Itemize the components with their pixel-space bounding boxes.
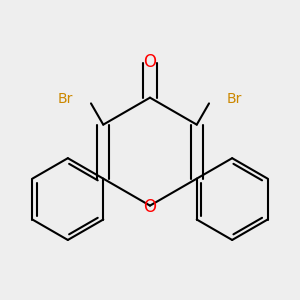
Text: Br: Br: [227, 92, 242, 106]
Text: O: O: [143, 198, 157, 216]
Text: O: O: [143, 53, 157, 71]
Text: Br: Br: [58, 92, 73, 106]
